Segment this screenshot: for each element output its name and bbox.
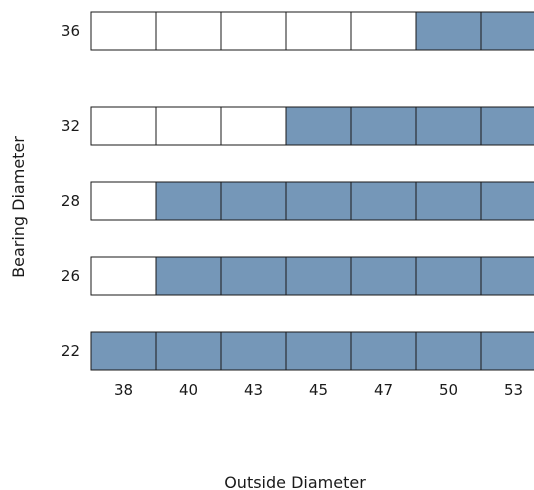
x-axis-title: Outside Diameter: [224, 473, 366, 490]
cell-bearing-22-outside-47: [350, 331, 417, 371]
cell-bearing-32-outside-38: [90, 106, 157, 146]
cells-layer: [90, 11, 534, 371]
cell-bearing-28-outside-40: [155, 181, 222, 221]
cell-bearing-36-outside-50: [415, 11, 482, 51]
cell-bearing-32-outside-53: [480, 106, 534, 146]
cell-bearing-36-outside-40: [155, 11, 222, 51]
cell-bearing-28-outside-43: [220, 181, 287, 221]
cell-bearing-36-outside-47: [350, 11, 417, 51]
cell-bearing-26-outside-40: [155, 256, 222, 296]
cell-bearing-22-outside-45: [285, 331, 352, 371]
x-tick-label: 43: [244, 381, 263, 399]
cell-bearing-26-outside-53: [480, 256, 534, 296]
cell-bearing-36-outside-43: [220, 11, 287, 51]
x-tick-labels: 38 40 43 45 47 50 53: [114, 381, 523, 399]
y-tick-label: 26: [61, 267, 80, 285]
y-tick-label: 28: [61, 192, 80, 210]
y-tick-label: 22: [61, 342, 80, 360]
cell-bearing-22-outside-38: [90, 331, 157, 371]
cell-bearing-26-outside-38: [90, 256, 157, 296]
cell-bearing-26-outside-47: [350, 256, 417, 296]
cell-bearing-36-outside-38: [90, 11, 157, 51]
y-tick-label: 32: [61, 117, 80, 135]
cell-bearing-26-outside-45: [285, 256, 352, 296]
cell-bearing-22-outside-50: [415, 331, 482, 371]
x-tick-label: 40: [179, 381, 198, 399]
x-tick-label: 50: [439, 381, 458, 399]
cell-bearing-22-outside-40: [155, 331, 222, 371]
y-axis-title: Bearing Diameter: [9, 136, 28, 278]
cell-bearing-28-outside-50: [415, 181, 482, 221]
cell-bearing-32-outside-50: [415, 106, 482, 146]
cell-bearing-36-outside-45: [285, 11, 352, 51]
cell-bearing-26-outside-50: [415, 256, 482, 296]
cell-bearing-22-outside-43: [220, 331, 287, 371]
cell-bearing-28-outside-47: [350, 181, 417, 221]
cell-bearing-36-outside-53: [480, 11, 534, 51]
cell-bearing-32-outside-43: [220, 106, 287, 146]
cell-bearing-22-outside-53: [480, 331, 534, 371]
y-tick-label: 36: [61, 22, 80, 40]
y-tick-labels: 36 32 28 26 22: [61, 22, 80, 360]
x-tick-label: 38: [114, 381, 133, 399]
cell-bearing-32-outside-47: [350, 106, 417, 146]
cell-bearing-28-outside-53: [480, 181, 534, 221]
x-tick-label: 47: [374, 381, 393, 399]
x-tick-label: 45: [309, 381, 328, 399]
x-tick-label: 53: [504, 381, 523, 399]
cell-bearing-28-outside-38: [90, 181, 157, 221]
cell-bearing-28-outside-45: [285, 181, 352, 221]
cell-bearing-26-outside-43: [220, 256, 287, 296]
cell-bearing-32-outside-40: [155, 106, 222, 146]
cell-bearing-32-outside-45: [285, 106, 352, 146]
